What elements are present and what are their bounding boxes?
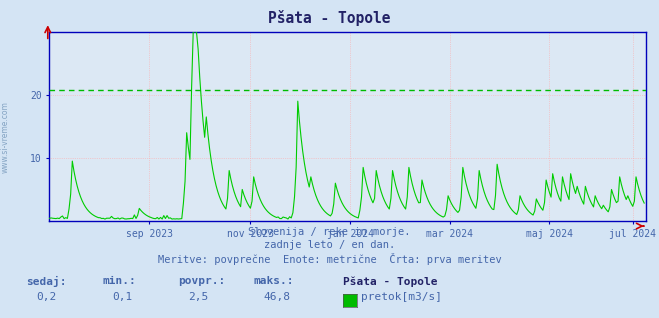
Text: min.:: min.:: [102, 276, 136, 287]
Text: maks.:: maks.:: [254, 276, 294, 287]
Text: 2,5: 2,5: [188, 292, 208, 302]
Text: 46,8: 46,8: [264, 292, 291, 302]
Text: 0,2: 0,2: [36, 292, 57, 302]
Text: sedaj:: sedaj:: [26, 276, 67, 287]
Text: Meritve: povprečne  Enote: metrične  Črta: prva meritev: Meritve: povprečne Enote: metrične Črta:…: [158, 253, 501, 265]
Text: Pšata - Topole: Pšata - Topole: [268, 10, 391, 25]
Text: zadnje leto / en dan.: zadnje leto / en dan.: [264, 240, 395, 250]
Text: 0,1: 0,1: [112, 292, 132, 302]
Text: www.si-vreme.com: www.si-vreme.com: [1, 101, 10, 173]
Text: pretok[m3/s]: pretok[m3/s]: [361, 292, 442, 302]
Text: povpr.:: povpr.:: [178, 276, 225, 287]
Text: Pšata - Topole: Pšata - Topole: [343, 276, 437, 287]
Text: Slovenija / reke in morje.: Slovenija / reke in morje.: [248, 227, 411, 237]
